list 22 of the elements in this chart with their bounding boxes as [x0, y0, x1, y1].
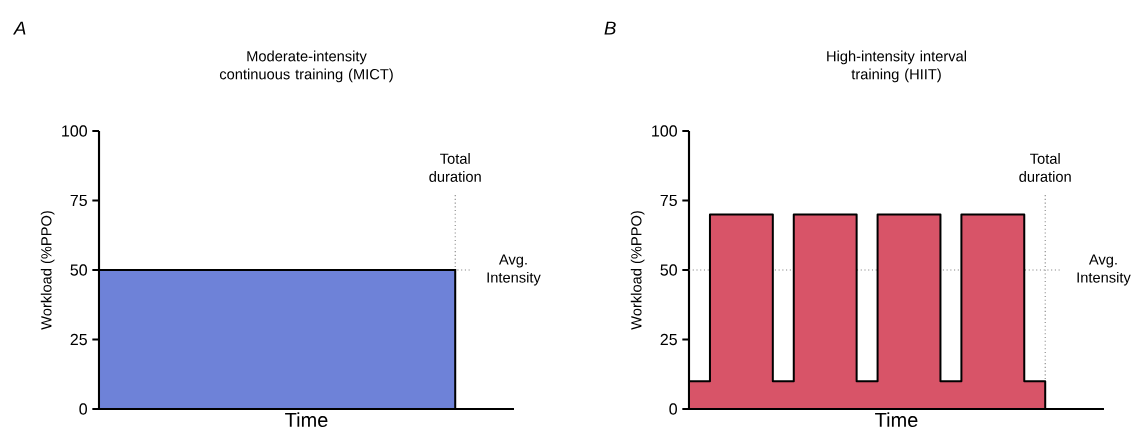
ref-line-label: Avg. Intensity [1077, 254, 1131, 286]
y-tick-label: 100 [62, 125, 88, 137]
y-axis-title: Workload (%PPO) [630, 211, 645, 330]
text: A [13, 21, 26, 35]
chart-title: High-intensity interval training (HIIT) [827, 50, 966, 83]
y-tick-label: 100 [652, 125, 677, 137]
text: B [604, 21, 616, 35]
y-tick-label: 50 [660, 264, 677, 276]
y-tick-label: 25 [660, 333, 677, 346]
y-tick-label: 25 [70, 333, 87, 346]
y-tick-label: 0 [79, 403, 88, 415]
annotation: Total duration [429, 153, 481, 182]
x-axis-title: Time [875, 412, 918, 428]
annotation: Total duration [1019, 153, 1071, 182]
x-axis-title: Time [285, 412, 328, 428]
y-axis-title: Workload (%PPO) [40, 211, 55, 330]
y-tick-label: 75 [70, 194, 87, 207]
chart-title: Moderate-intensity continuous training (MICT) [219, 50, 393, 83]
ref-line-label: Avg. Intensity [487, 254, 541, 286]
y-tick-label: 50 [70, 264, 88, 276]
y-tick-label: 0 [669, 403, 678, 415]
y-tick-label: 75 [660, 194, 677, 207]
